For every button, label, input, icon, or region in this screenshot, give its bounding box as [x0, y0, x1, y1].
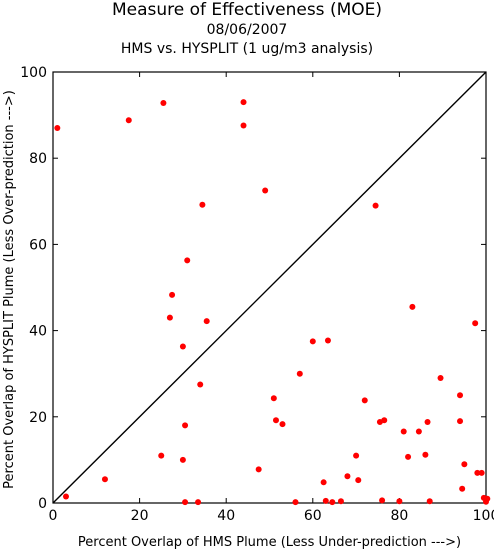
data-point — [437, 375, 444, 382]
data-point — [457, 392, 464, 399]
data-point — [101, 476, 108, 483]
data-point — [182, 499, 189, 506]
y-tick-label: 60 — [29, 237, 47, 253]
data-point — [396, 498, 403, 505]
data-point — [457, 418, 464, 425]
data-points — [54, 99, 491, 506]
data-point — [459, 485, 466, 492]
plot-border — [52, 71, 487, 504]
data-point — [279, 421, 286, 428]
data-point — [262, 187, 269, 194]
data-point — [320, 479, 327, 486]
x-axis-label: Percent Overlap of HMS Plume (Less Under… — [78, 535, 461, 550]
data-point — [309, 338, 316, 345]
data-point — [409, 303, 416, 310]
data-point — [160, 100, 167, 107]
data-point — [158, 452, 165, 459]
data-point — [199, 201, 206, 208]
data-point — [372, 202, 379, 209]
plot-frame — [52, 71, 487, 504]
data-point — [324, 337, 331, 344]
data-point — [203, 318, 210, 325]
data-point — [179, 343, 186, 350]
x-tick-label: 80 — [390, 508, 408, 524]
data-point — [255, 466, 262, 473]
x-tick-label: 100 — [473, 508, 494, 524]
data-point — [415, 428, 422, 435]
data-point — [381, 417, 388, 424]
x-tick-label: 0 — [49, 508, 58, 524]
data-point — [405, 453, 412, 460]
data-point — [337, 498, 344, 505]
chart-subtitle-date: 08/06/2007 — [206, 22, 288, 38]
axis-ticks: 0 20 40 60 80 100 0 20 40 60 80 100 — [20, 65, 494, 524]
data-point — [195, 499, 202, 506]
reference-line — [52, 71, 487, 504]
data-point — [422, 451, 429, 458]
y-tick-label: 80 — [29, 151, 47, 167]
data-point — [240, 122, 247, 129]
data-point — [182, 422, 189, 429]
data-point — [272, 417, 279, 424]
data-point — [424, 418, 431, 425]
data-point — [472, 320, 479, 327]
data-point — [322, 497, 329, 504]
data-point — [240, 99, 247, 106]
y-axis-label: Percent Overlap of HYSPLIT Plume (Less O… — [2, 90, 17, 489]
data-point — [355, 477, 362, 484]
y-tick-label: 0 — [38, 496, 47, 512]
data-point — [184, 257, 191, 264]
data-point — [329, 499, 336, 506]
x-tick-label: 40 — [217, 508, 235, 524]
data-point — [169, 291, 176, 298]
data-point — [292, 499, 299, 506]
data-point — [461, 461, 468, 468]
data-point — [478, 469, 485, 476]
data-point — [426, 498, 433, 505]
y-tick-label: 100 — [20, 65, 47, 81]
data-point — [62, 493, 69, 500]
data-point — [270, 395, 277, 402]
chart-subtitle-analysis: HMS vs. HYSPLIT (1 ug/m3 analysis) — [120, 41, 374, 57]
data-point — [166, 314, 173, 321]
x-tick-label: 60 — [304, 508, 322, 524]
y-tick-label: 40 — [29, 324, 47, 340]
data-point — [361, 397, 368, 404]
data-point — [484, 495, 491, 502]
reference-line-group — [52, 71, 487, 504]
data-point — [125, 117, 132, 124]
data-point — [296, 370, 303, 377]
data-point — [197, 381, 204, 388]
data-point — [344, 473, 351, 480]
y-tick-label: 20 — [29, 410, 47, 426]
data-point — [54, 125, 61, 132]
chart-title: Measure of Effectiveness (MOE) — [111, 0, 383, 20]
data-point — [379, 497, 386, 504]
x-tick-label: 20 — [131, 508, 149, 524]
data-point — [353, 452, 360, 459]
data-point — [400, 428, 407, 435]
data-point — [179, 456, 186, 463]
data-point — [474, 469, 481, 476]
